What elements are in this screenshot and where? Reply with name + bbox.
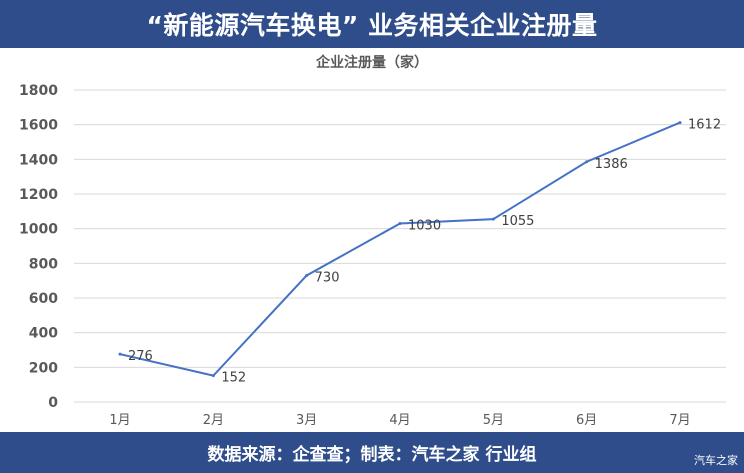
line-chart: 0 200 400 600 800 1000 1200 1400 1600 1800 1月 2月 3月 4… <box>19 83 726 428</box>
y-tick-label: 200 <box>29 360 58 376</box>
footer-bar: 数据来源：企查查；制表：汽车之家 行业组 <box>0 432 744 473</box>
x-tick-label: 2月 <box>203 413 224 428</box>
y-tick-label: 1200 <box>19 187 58 203</box>
y-tick-label: 1800 <box>19 83 58 99</box>
data-label: 1055 <box>501 214 534 229</box>
x-tick-label: 6月 <box>576 413 597 428</box>
data-label: 276 <box>128 349 153 364</box>
data-point <box>398 221 402 225</box>
data-label: 1612 <box>688 118 721 133</box>
data-label: 1030 <box>408 218 441 233</box>
data-point <box>585 160 589 164</box>
x-tick-label: 7月 <box>669 413 690 428</box>
data-point <box>305 273 309 277</box>
data-point <box>211 374 215 378</box>
y-tick-label: 1600 <box>19 118 58 134</box>
data-label: 1386 <box>595 157 628 172</box>
x-tick-label: 3月 <box>296 413 317 428</box>
y-tick-label: 400 <box>29 326 58 342</box>
chart-main-title: “新能源汽车换电” 业务相关企业注册量 <box>146 11 598 40</box>
y-tick-label: 1000 <box>19 222 58 238</box>
y-tick-label: 600 <box>29 291 58 307</box>
data-label: 152 <box>221 371 246 386</box>
data-point <box>678 121 682 125</box>
data-source-text: 数据来源：企查查；制表：汽车之家 行业组 <box>207 445 537 465</box>
watermark: 汽车之家 <box>694 454 738 467</box>
data-point <box>118 352 122 356</box>
header-bar: “新能源汽车换电” 业务相关企业注册量 <box>0 0 744 48</box>
data-point <box>491 217 495 221</box>
x-tick-label: 4月 <box>389 413 410 428</box>
y-tick-label: 800 <box>29 256 58 272</box>
y-tick-label: 0 <box>48 395 58 411</box>
data-label: 730 <box>315 270 340 285</box>
x-tick-label: 5月 <box>483 413 504 428</box>
y-tick-label: 1400 <box>19 152 58 168</box>
x-tick-label: 1月 <box>109 413 130 428</box>
chart-subtitle: 企业注册量（家） <box>316 55 428 71</box>
